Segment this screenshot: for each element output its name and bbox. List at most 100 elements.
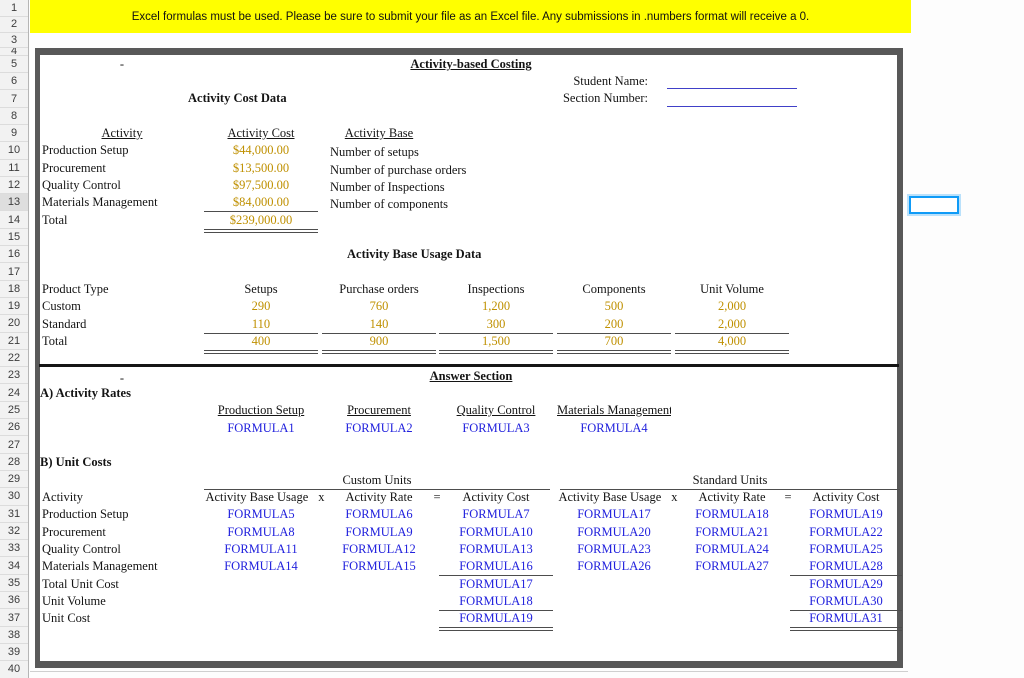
row-header-9[interactable]: 9 (0, 125, 28, 143)
row-header-4[interactable]: 4 (0, 48, 28, 56)
usage-value[interactable]: 290 (251, 299, 271, 313)
rate-formula-cell[interactable]: FORMULA4 (580, 421, 648, 435)
row-header-21[interactable]: 21 (0, 332, 28, 350)
formula-cell[interactable]: FORMULA23 (577, 542, 651, 556)
cost-row-activity[interactable]: Materials Management (42, 195, 158, 209)
usage-header-setups[interactable]: Setups (244, 282, 278, 296)
formula-cell[interactable]: FORMULA12 (342, 542, 416, 556)
row-header-37[interactable]: 37 (0, 609, 28, 627)
formula-cell[interactable]: FORMULA15 (342, 559, 416, 573)
header-activity-cost[interactable]: Activity Cost (227, 126, 295, 140)
cost-row-base[interactable]: Number of components (330, 197, 449, 211)
formula-cell[interactable]: FORMULA31 (790, 610, 902, 631)
rate-header[interactable]: Quality Control (456, 403, 536, 417)
usage-value[interactable]: 760 (369, 299, 389, 313)
row-header-14[interactable]: 14 (0, 211, 28, 229)
row-header-33[interactable]: 33 (0, 540, 28, 558)
row-header-13[interactable]: 13 (0, 194, 28, 212)
unit-header-usage-standard[interactable]: Activity Base Usage x (557, 489, 679, 506)
row-header-18[interactable]: 18 (0, 280, 28, 298)
unit-row-label[interactable]: Procurement (42, 525, 106, 539)
unit-header-usage-custom[interactable]: Activity Base Usage x (204, 489, 326, 506)
header-activity-base[interactable]: Activity Base (344, 126, 414, 140)
formula-cell[interactable]: FORMULA7 (462, 507, 530, 521)
row-header-3[interactable]: 3 (0, 33, 28, 48)
summary-row-label[interactable]: Unit Cost (42, 611, 91, 625)
row-header-31[interactable]: 31 (0, 505, 28, 523)
rate-formula-cell[interactable]: FORMULA2 (345, 421, 413, 435)
usage-value[interactable]: 4,000 (675, 333, 789, 354)
cost-row-activity[interactable]: Procurement (42, 161, 106, 175)
row-header-10[interactable]: 10 (0, 142, 28, 160)
unit-header-activity[interactable]: Activity (42, 490, 83, 504)
row-header-8[interactable]: 8 (0, 107, 28, 125)
row-header-40[interactable]: 40 (0, 661, 28, 678)
header-activity[interactable]: Activity (101, 126, 143, 140)
row-header-36[interactable]: 36 (0, 592, 28, 610)
formula-cell[interactable]: FORMULA17 (577, 507, 651, 521)
usage-value[interactable]: 200 (557, 316, 671, 334)
row-header-16[interactable]: 16 (0, 246, 28, 264)
cost-total-label[interactable]: Total (42, 213, 68, 227)
formula-cell[interactable]: FORMULA21 (695, 525, 769, 539)
row-header-28[interactable]: 28 (0, 453, 28, 471)
row-header-25[interactable]: 25 (0, 401, 28, 420)
formula-cell[interactable]: FORMULA24 (695, 542, 769, 556)
summary-row-label[interactable]: Unit Volume (42, 594, 106, 608)
rate-header[interactable]: Production Setup (217, 403, 305, 417)
formula-cell[interactable]: FORMULA20 (577, 525, 651, 539)
formula-cell[interactable]: FORMULA9 (345, 525, 413, 539)
unit-header-cost-standard[interactable]: Activity Cost (812, 490, 880, 504)
formula-cell[interactable]: FORMULA13 (459, 542, 533, 556)
cost-row-activity[interactable]: Quality Control (42, 178, 121, 192)
usage-value[interactable]: 700 (557, 333, 671, 354)
student-name-input-line[interactable] (667, 88, 797, 89)
usage-header-components[interactable]: Components (582, 282, 646, 296)
unit-row-label[interactable]: Quality Control (42, 542, 121, 556)
usage-value[interactable]: 2,000 (675, 316, 789, 334)
cost-row-value[interactable]: $84,000.00 (204, 194, 318, 212)
usage-row-label[interactable]: Custom (42, 299, 81, 313)
row-header-5[interactable]: 5 (0, 55, 28, 74)
formula-cell[interactable]: FORMULA10 (459, 525, 533, 539)
row-header-26[interactable]: 26 (0, 419, 28, 437)
cost-row-value[interactable]: $44,000.00 (232, 143, 290, 157)
usage-header-inspections[interactable]: Inspections (467, 282, 525, 296)
cost-row-activity[interactable]: Production Setup (42, 143, 129, 157)
usage-value[interactable]: 110 (204, 316, 318, 334)
row-header-11[interactable]: 11 (0, 159, 28, 177)
row-header-27[interactable]: 27 (0, 436, 28, 454)
row-header-17[interactable]: 17 (0, 263, 28, 281)
formula-cell[interactable]: FORMULA16 (439, 558, 553, 576)
formula-cell[interactable]: FORMULA18 (695, 507, 769, 521)
formula-cell[interactable]: FORMULA30 (790, 593, 902, 611)
usage-row-label[interactable]: Total (42, 334, 68, 348)
formula-cell[interactable]: FORMULA29 (809, 577, 883, 591)
unit-header-rate-custom[interactable]: Activity Rate (345, 490, 413, 504)
formula-cell[interactable]: FORMULA28 (790, 558, 902, 576)
row-header-6[interactable]: 6 (0, 73, 28, 91)
cost-row-base[interactable]: Number of setups (330, 145, 419, 159)
usage-value[interactable]: 400 (204, 333, 318, 354)
row-header-1[interactable]: 1 (0, 0, 28, 17)
cost-total-value[interactable]: $239,000.00 (204, 212, 318, 233)
formula-cell[interactable]: FORMULA19 (809, 507, 883, 521)
row-header-38[interactable]: 38 (0, 626, 28, 644)
row-header-32[interactable]: 32 (0, 522, 28, 541)
formula-cell[interactable]: FORMULA14 (224, 559, 298, 573)
cost-row-base[interactable]: Number of purchase orders (330, 163, 467, 177)
usage-value[interactable]: 300 (439, 316, 553, 334)
formula-cell[interactable]: FORMULA17 (459, 577, 533, 591)
row-header-20[interactable]: 20 (0, 315, 28, 333)
unit-header-cost-custom[interactable]: Activity Cost (462, 490, 530, 504)
formula-cell[interactable]: FORMULA26 (577, 559, 651, 573)
row-header-22[interactable]: 22 (0, 349, 28, 368)
row-header-19[interactable]: 19 (0, 298, 28, 316)
rate-header[interactable]: Materials Management (557, 403, 671, 417)
rate-formula-cell[interactable]: FORMULA1 (227, 421, 295, 435)
row-header-15[interactable]: 15 (0, 228, 28, 247)
sheet-title[interactable]: Activity-based Costing (410, 57, 532, 71)
unit-row-label[interactable]: Materials Management (42, 559, 158, 573)
formula-cell[interactable]: FORMULA18 (439, 593, 553, 611)
usage-value[interactable]: 900 (322, 333, 436, 354)
